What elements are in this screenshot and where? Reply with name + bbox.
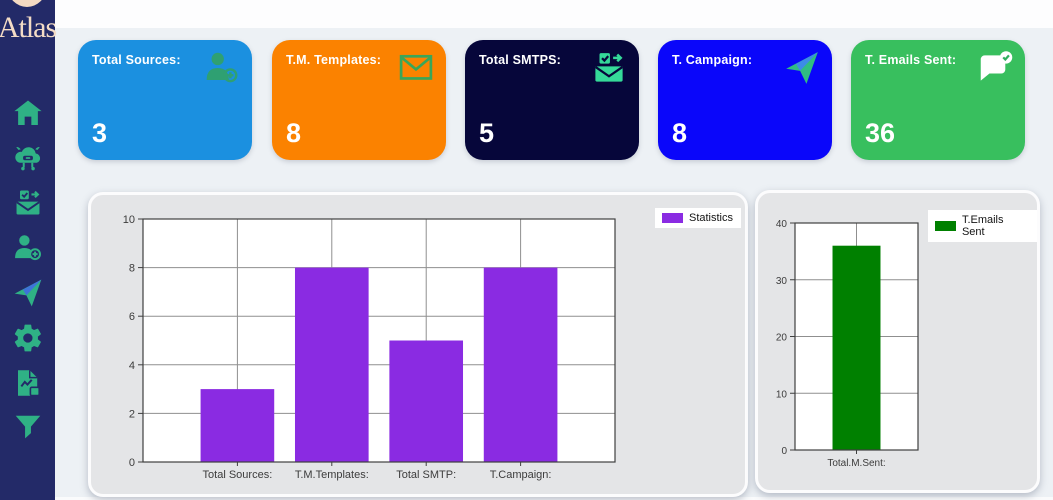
funnel-icon — [15, 415, 40, 439]
home-icon — [13, 100, 42, 125]
chat-check-icon — [976, 49, 1014, 87]
category-label: Total SMTP: — [396, 469, 456, 481]
stat-card-templates: T.M. Templates: 8 — [272, 40, 446, 160]
y-tick-label: 8 — [129, 263, 135, 275]
paper-plane-icon — [14, 279, 41, 307]
statistics-legend: Statistics — [654, 208, 741, 228]
paper-plane-icon — [783, 49, 821, 87]
legend-label: Statistics — [688, 212, 733, 224]
top-strip — [55, 0, 1053, 28]
y-tick-label: 10 — [123, 214, 135, 226]
stat-card-value: 3 — [92, 118, 108, 148]
bar — [832, 245, 881, 450]
legend-swatch — [661, 213, 683, 223]
brand-name: Atlas — [0, 11, 57, 44]
stat-card-value: 36 — [865, 118, 896, 148]
plot-border — [142, 218, 616, 463]
y-tick-label: 40 — [776, 219, 788, 230]
user-add-icon — [14, 235, 41, 261]
stat-card-label: T. Campaign: — [672, 53, 753, 67]
bar — [483, 267, 558, 462]
app-logo — [8, 0, 46, 7]
sidebar-item-campaign[interactable] — [11, 277, 45, 309]
category-label: T.Campaign: — [490, 469, 552, 481]
stat-card-label: Total SMTPS: — [479, 53, 562, 67]
sidebar-item-add-source[interactable] — [11, 232, 45, 264]
sidebar-nav — [0, 97, 55, 444]
bot-icon — [14, 147, 40, 171]
stat-card-value: 8 — [672, 118, 688, 148]
stat-card-value: 8 — [286, 118, 302, 148]
stat-card-label: Total Sources: — [92, 53, 181, 67]
y-tick-label: 0 — [781, 446, 787, 457]
emails-sent-chart-panel: Total.M.Sent: 0 10 20 30 40 T.Emails Sent — [755, 190, 1040, 493]
y-tick-label: 20 — [776, 333, 788, 344]
y-tick-label: 10 — [776, 389, 788, 400]
statistics-chart-panel: Total Sources: T.M.Templates: Total SMTP: T… — [88, 192, 748, 497]
user-add-icon — [203, 49, 241, 87]
plot-border — [794, 222, 919, 451]
sidebar: Atlas — [0, 0, 57, 500]
sidebar-item-mail-templates[interactable] — [11, 187, 45, 219]
stat-card-label: T. Emails Sent: — [865, 53, 957, 67]
category-label: T.M.Templates: — [295, 469, 369, 481]
stat-card-value: 5 — [479, 118, 495, 148]
bar — [200, 389, 275, 462]
mail-check-icon — [15, 190, 40, 215]
statistics-bar-chart: Total Sources: T.M.Templates: Total SMTP: T… — [123, 214, 616, 481]
gear-icon — [14, 324, 41, 352]
category-label: Total.M.Sent: — [827, 458, 885, 469]
sidebar-item-reports[interactable] — [11, 367, 45, 399]
legend-label: T.Emails Sent — [961, 214, 1004, 238]
sidebar-item-home[interactable] — [11, 97, 45, 129]
mail-check-icon — [590, 49, 628, 87]
stat-card-total-sources: Total Sources: 3 — [78, 40, 252, 160]
stat-card-smtps: Total SMTPS: 5 — [465, 40, 639, 160]
bar — [389, 340, 464, 462]
sidebar-item-bot[interactable] — [11, 142, 45, 174]
emails-sent-bar-chart: Total.M.Sent: 0 10 20 30 40 — [776, 219, 919, 469]
stat-card-emails-sent: T. Emails Sent: 36 — [851, 40, 1025, 160]
envelope-icon — [397, 49, 435, 87]
legend-swatch — [935, 221, 956, 231]
report-icon — [17, 370, 40, 397]
stat-card-label: T.M. Templates: — [286, 53, 382, 67]
y-tick-label: 0 — [129, 457, 135, 469]
emails-sent-legend: T.Emails Sent — [928, 210, 1037, 242]
sidebar-item-filter[interactable] — [11, 412, 45, 444]
sidebar-item-settings[interactable] — [11, 322, 45, 354]
y-tick-label: 30 — [776, 276, 788, 287]
stat-card-campaign: T. Campaign: 8 — [658, 40, 832, 160]
y-tick-label: 4 — [129, 360, 135, 372]
category-label: Total Sources: — [203, 469, 273, 481]
y-tick-label: 6 — [129, 311, 135, 323]
bottom-strip — [55, 497, 1053, 500]
y-tick-label: 2 — [129, 408, 135, 420]
bar — [294, 267, 369, 462]
